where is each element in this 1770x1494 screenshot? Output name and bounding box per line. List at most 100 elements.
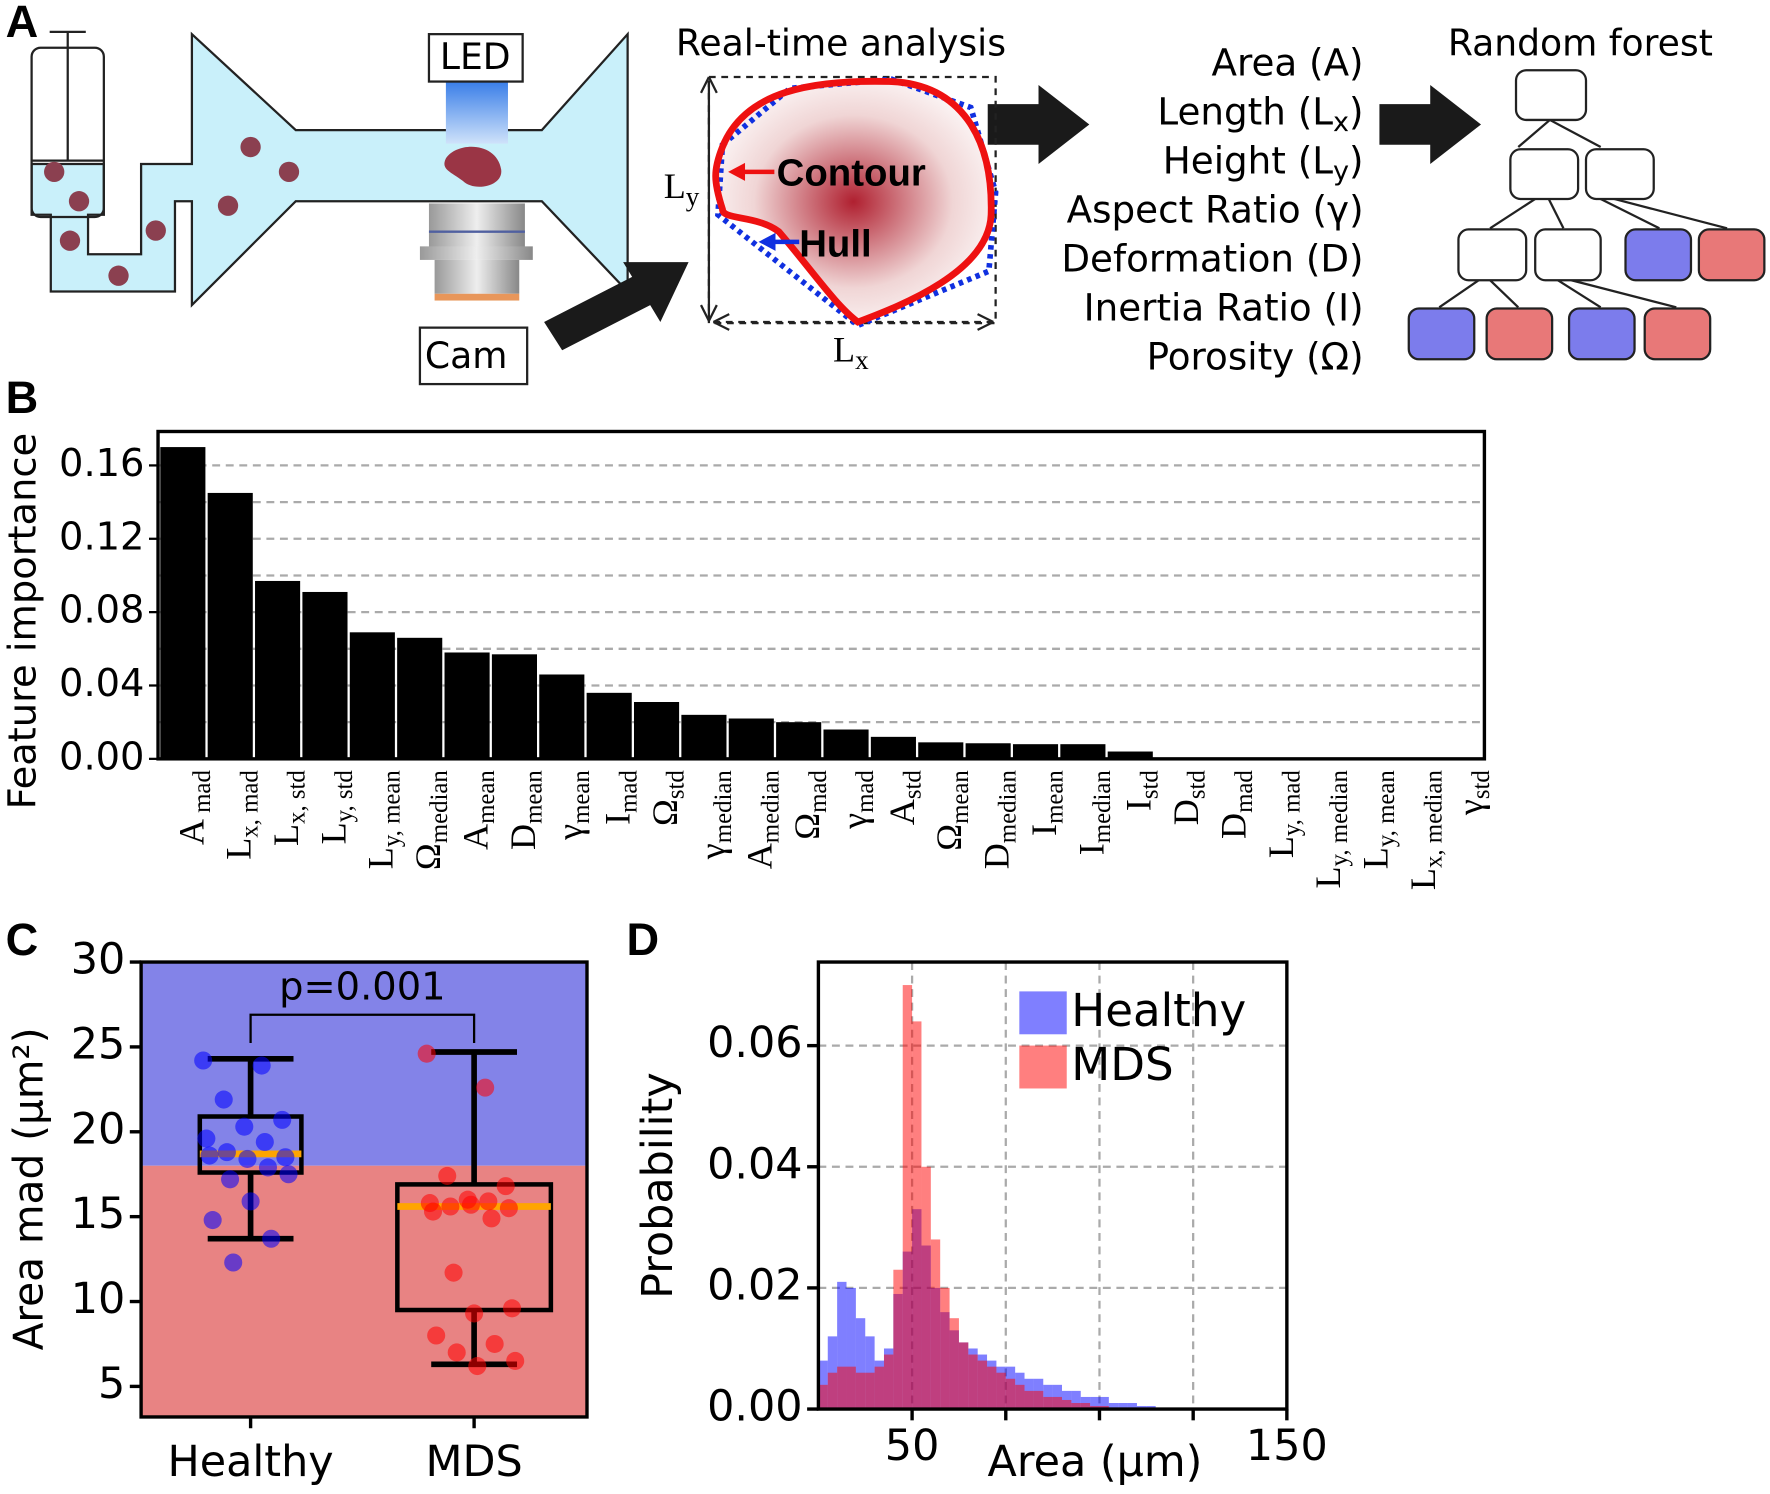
plot-frame xyxy=(816,960,1289,1411)
histogram-bar xyxy=(902,985,913,1410)
plot-frame xyxy=(139,960,589,1419)
x-tick-label-sub: median xyxy=(1089,770,1116,844)
y-tick-label: 30 xyxy=(71,935,126,985)
forest-title: Random forest xyxy=(1448,21,1713,64)
data-point xyxy=(423,1202,443,1221)
x-tick-label-sub: std xyxy=(662,770,689,800)
hull-label: Hull xyxy=(799,223,871,266)
x-tick-label-text: γ xyxy=(693,843,733,860)
data-point xyxy=(485,1334,504,1353)
feature-label-sub: x xyxy=(1333,107,1349,138)
y-tick-label: 0.16 xyxy=(59,441,144,486)
x-tick-label-sub: mad xyxy=(1231,770,1258,813)
bar xyxy=(870,736,916,759)
histogram-bar xyxy=(1052,1396,1062,1410)
panel-label: A xyxy=(6,0,39,47)
y-tick-label: 0.00 xyxy=(59,734,144,779)
x-tick-label-text: Ω xyxy=(408,843,448,870)
histogram-bar xyxy=(855,1318,866,1410)
histogram-bar xyxy=(1005,1378,1016,1410)
bar xyxy=(728,718,774,759)
x-tick-label-text: A xyxy=(456,824,496,850)
bar xyxy=(302,591,348,759)
height-label: Ly xyxy=(664,166,700,211)
data-point xyxy=(262,1229,281,1248)
x-tick-label-sub: y, mean xyxy=(1373,770,1400,848)
x-tick-label: Ωstd xyxy=(645,770,689,826)
data-point xyxy=(468,1357,487,1376)
y-tick-label: 5 xyxy=(98,1359,125,1409)
x-axis-label: Area (μm) xyxy=(988,1437,1203,1487)
histogram-bar xyxy=(1118,1402,1128,1410)
height-label-text: L xyxy=(664,166,686,206)
x-tick-label-text: D xyxy=(503,824,543,850)
x-tick-label: Ωmad xyxy=(787,770,831,840)
data-point xyxy=(238,1149,257,1168)
data-point xyxy=(203,1211,222,1230)
data-point xyxy=(214,1090,233,1109)
data-point xyxy=(427,1326,446,1345)
x-tick-label: Amean xyxy=(456,770,500,850)
data-point xyxy=(273,1110,292,1129)
feature-label: Height (Ly) xyxy=(1163,138,1364,186)
bar xyxy=(539,674,585,759)
y-axis-label: Feature importance xyxy=(0,433,45,809)
x-tick-label: Dstd xyxy=(1166,770,1210,826)
contour-label: Contour xyxy=(777,151,926,194)
histogram-bar xyxy=(1024,1390,1034,1410)
feature-label-sub: y xyxy=(1333,156,1349,187)
data-point xyxy=(503,1299,522,1318)
x-tick-label-sub: std xyxy=(1136,770,1163,800)
x-tick-label-sub: median xyxy=(994,770,1021,844)
histogram-bar xyxy=(1099,1396,1109,1410)
x-tick-label: γmad xyxy=(835,770,879,830)
histogram-bar xyxy=(921,1166,931,1410)
bar xyxy=(633,702,680,759)
x-tick-label-text: L xyxy=(1261,836,1301,858)
histogram-bar xyxy=(874,1366,884,1410)
histogram-bar xyxy=(949,1318,959,1410)
x-tick-label: Ly, mad xyxy=(1261,770,1305,859)
bar xyxy=(349,632,395,759)
bar xyxy=(776,722,822,759)
histogram-bar xyxy=(893,1269,903,1410)
x-tick-label-sub: median xyxy=(426,770,453,844)
x-tick-label-sub: y, mean xyxy=(378,770,405,848)
bar xyxy=(823,729,869,759)
feature-label: Deformation (D) xyxy=(1061,236,1363,280)
histogram-bar xyxy=(977,1360,988,1410)
y-axis-label: Area mad (μm²) xyxy=(5,1027,53,1350)
x-tick-label: Lx, std xyxy=(266,770,310,846)
bar xyxy=(1012,744,1059,759)
data-point xyxy=(224,1253,243,1272)
x-tick-label-sub: x, mad xyxy=(236,770,263,838)
histogram-bar xyxy=(846,1366,856,1410)
x-tick-label-text: D xyxy=(1166,799,1206,825)
x-tick-label-sub: mad xyxy=(615,770,642,813)
x-tick-label-text: L xyxy=(1356,847,1396,869)
x-tick-label: Lx, mad xyxy=(219,770,263,860)
x-tick-label-sub: mean xyxy=(520,770,547,824)
data-point xyxy=(476,1078,495,1097)
x-tick-label-text: L xyxy=(1308,866,1348,888)
data-point xyxy=(441,1197,460,1216)
x-tick-label-sub: mean xyxy=(947,770,974,824)
data-point xyxy=(438,1166,457,1185)
x-tick-label-text: L xyxy=(1403,868,1443,890)
x-tick-label: γstd xyxy=(1451,770,1495,817)
data-point xyxy=(447,1343,466,1362)
x-tick-label: A mad xyxy=(172,770,216,846)
histogram-bar xyxy=(912,1021,922,1410)
x-tick-label: Imedian xyxy=(1072,770,1116,856)
histogram-bar xyxy=(883,1354,894,1410)
data-point xyxy=(279,1165,298,1184)
x-tick-label-text: Ω xyxy=(787,813,827,840)
histogram-bar xyxy=(1043,1396,1053,1410)
x-tick-label-sub: y, median xyxy=(1326,770,1353,867)
x-tick-label-sub: std xyxy=(1468,770,1495,800)
x-tick-label-text: γ xyxy=(551,824,591,841)
y-tick-label: 20 xyxy=(71,1104,126,1154)
x-tick-label-sub: median xyxy=(710,770,737,844)
length-label-sub: x xyxy=(855,345,869,375)
